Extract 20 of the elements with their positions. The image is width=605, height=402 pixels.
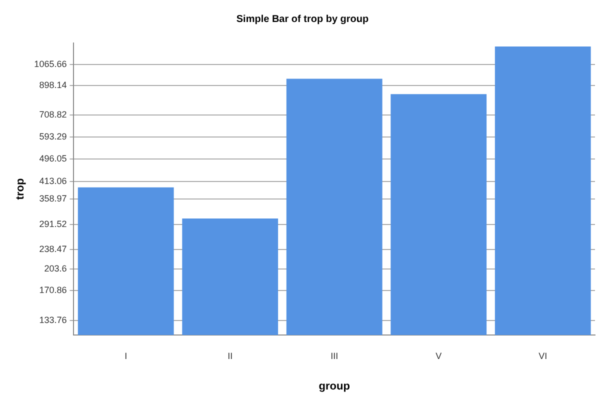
- y-tick-label: 238.47: [39, 244, 67, 254]
- x-tick-label: V: [436, 350, 442, 361]
- x-axis-title: group: [318, 380, 350, 392]
- y-tick-label: 358.97: [39, 193, 67, 204]
- y-tick-label: 133.76: [39, 315, 67, 326]
- x-tick-label: II: [228, 350, 233, 361]
- x-tick-label: III: [330, 350, 338, 361]
- x-tick-label: VI: [538, 350, 548, 361]
- y-tick-label: 593.29: [39, 131, 67, 142]
- y-tick-label: 1065.66: [34, 59, 67, 70]
- chart-title: Simple Bar of trop by group: [236, 14, 369, 25]
- y-axis-title: trop: [14, 178, 27, 200]
- y-tick-label: 708.82: [39, 109, 67, 120]
- y-tick-label: 496.05: [39, 153, 67, 164]
- y-tick-label: 898.14: [39, 80, 67, 90]
- x-tick-label: I: [124, 350, 128, 361]
- y-tick-label: 170.86: [39, 284, 67, 295]
- y-tick-label: 413.06: [39, 176, 67, 186]
- y-tick-label: 291.52: [39, 218, 67, 229]
- y-tick-label: 203.6: [44, 263, 67, 274]
